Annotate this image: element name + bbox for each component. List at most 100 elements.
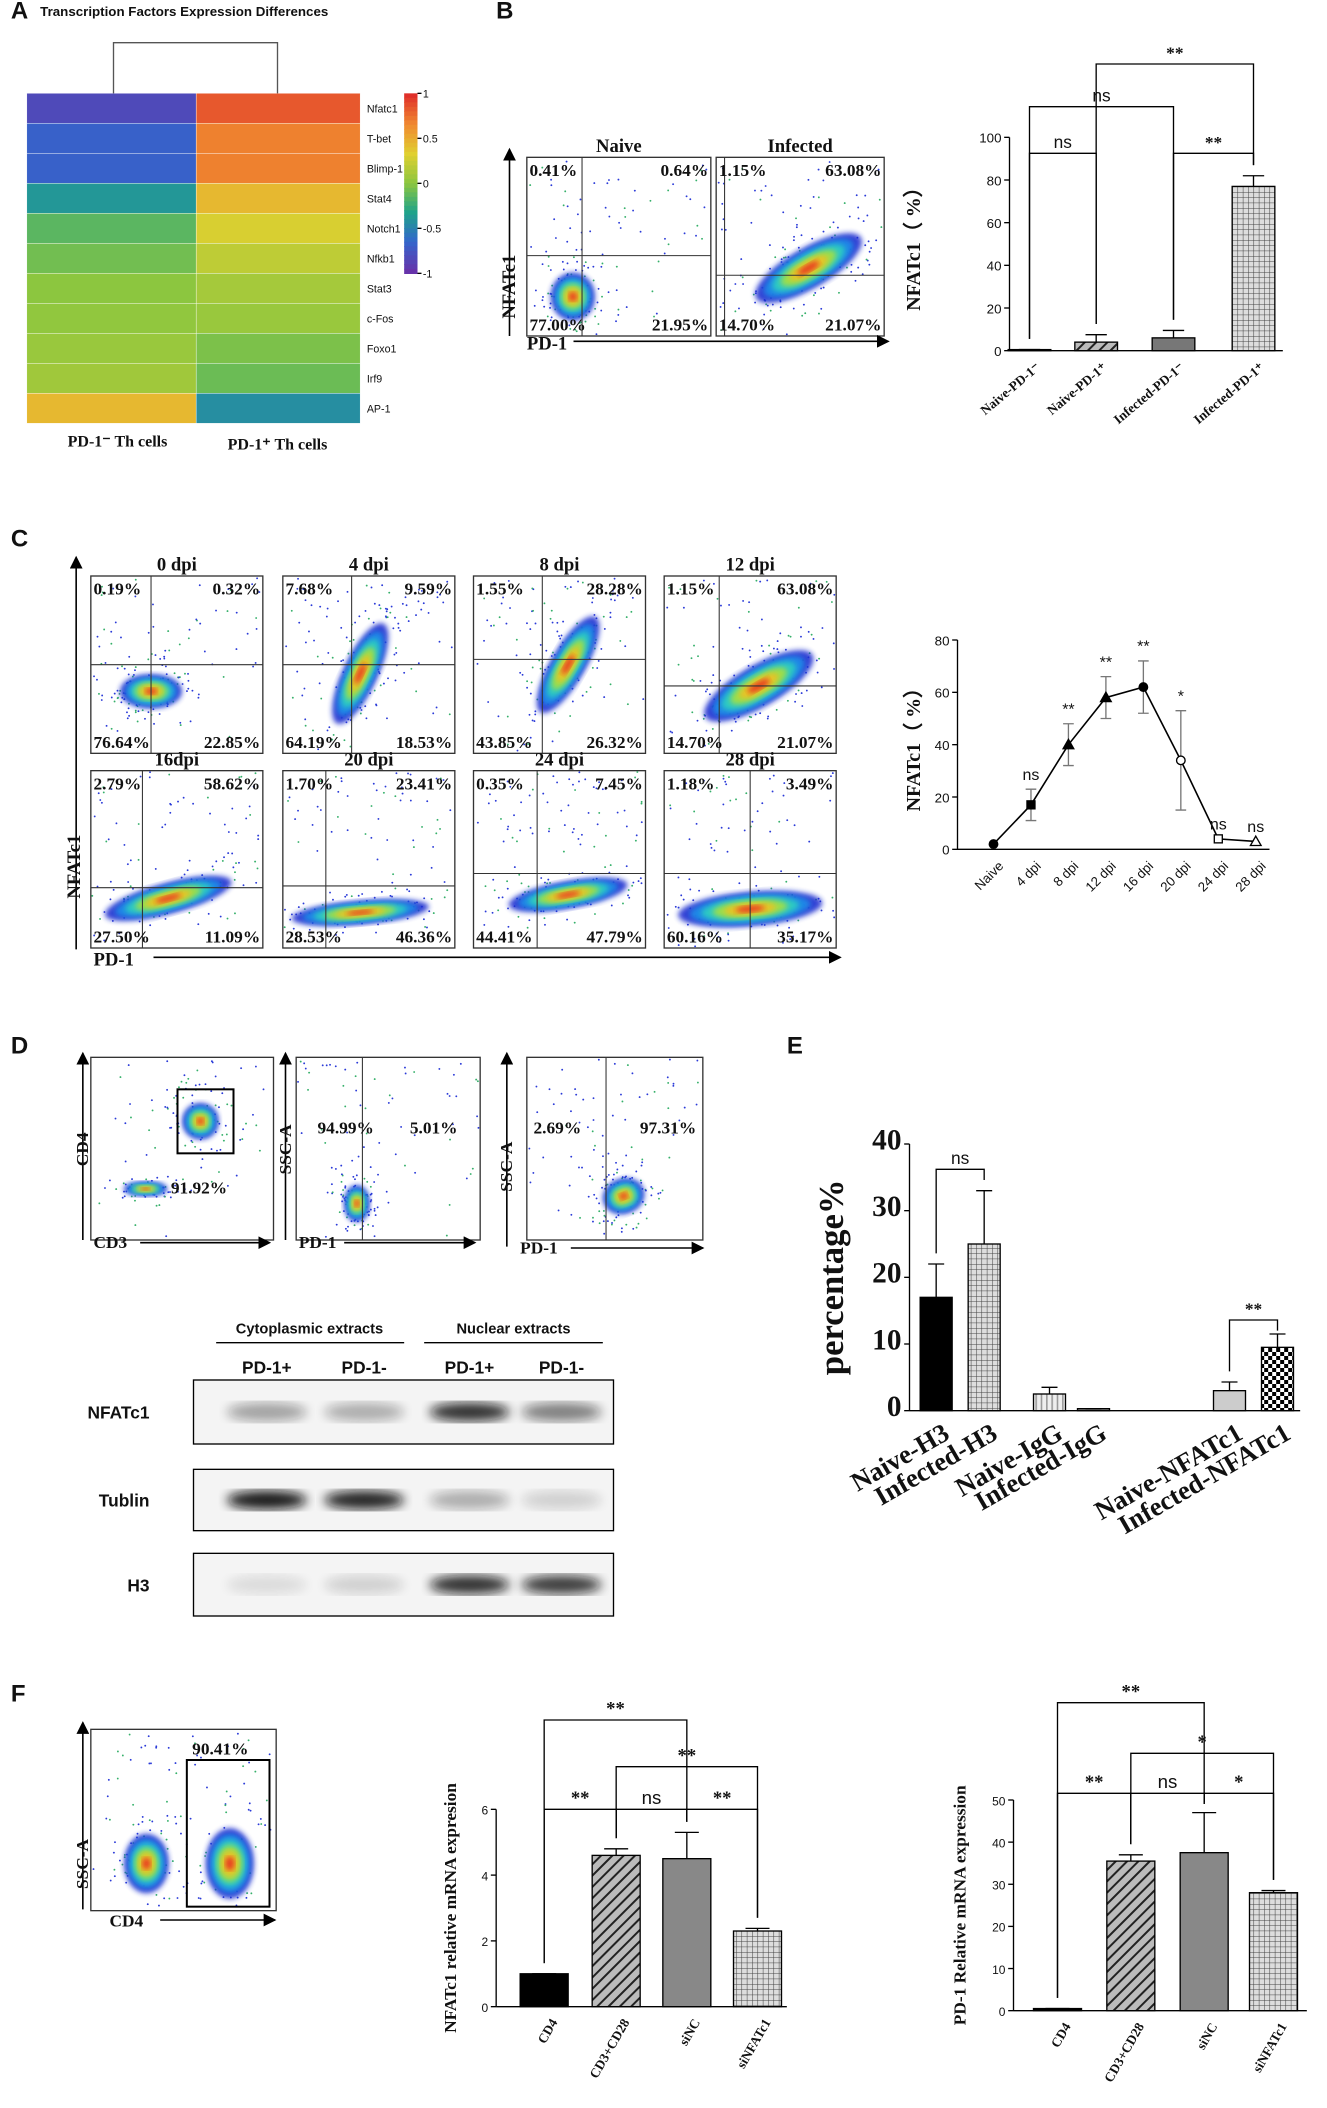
- quadrant-label: 0.35%: [476, 774, 524, 793]
- flow-dot: [789, 938, 792, 940]
- flow-dot: [373, 1207, 376, 1210]
- flow-dot: [400, 786, 403, 789]
- axis-label: CD4: [73, 1132, 92, 1166]
- flow-dot: [573, 921, 576, 924]
- flow-dot: [256, 577, 259, 580]
- flow-dot: [578, 1166, 580, 1169]
- flow-dot: [422, 918, 425, 921]
- flow-dot: [820, 686, 823, 689]
- flow-dot: [747, 719, 750, 722]
- flow-dot: [704, 744, 706, 747]
- flow-dot: [105, 1817, 108, 1820]
- flow-dot: [337, 600, 339, 603]
- flow-dot: [378, 604, 381, 606]
- flow-dot: [710, 681, 713, 684]
- flow-dot: [855, 194, 858, 197]
- flow-dot: [168, 649, 171, 652]
- flow-dot: [546, 801, 549, 804]
- flow-dot: [297, 577, 299, 580]
- flow-dot: [622, 902, 624, 905]
- flow-dot: [140, 1746, 143, 1749]
- flow-dot: [506, 880, 509, 883]
- row-label: c-Fos: [367, 313, 394, 325]
- quadrant-label: 14.70%: [719, 316, 775, 335]
- flow-dot: [147, 658, 150, 661]
- flow-dot: [817, 168, 820, 171]
- flow-dot: [392, 627, 395, 630]
- bar: [1074, 341, 1119, 352]
- flow-dot: [187, 1077, 190, 1080]
- lane-label: PD-1-: [342, 1357, 387, 1377]
- flow-dot: [242, 1765, 245, 1768]
- flow-dot: [664, 237, 666, 240]
- flow-dot: [700, 169, 703, 172]
- marker: [1138, 682, 1149, 693]
- flow-dot: [630, 610, 633, 613]
- flow-dot: [226, 610, 229, 612]
- flow-dot: [359, 1228, 362, 1231]
- flow-dot: [102, 791, 105, 794]
- flow-dot: [487, 802, 490, 805]
- flow-dot: [394, 1153, 397, 1156]
- flow-dot: [760, 323, 762, 326]
- flow-dot: [692, 899, 695, 902]
- flow-dot: [204, 1083, 207, 1086]
- flow-dot: [413, 592, 416, 595]
- flow-dot: [743, 829, 746, 832]
- quadrant-label: 0.19%: [94, 580, 142, 599]
- flow-dot: [583, 264, 586, 267]
- flow-dot: [116, 667, 119, 670]
- flow-plot-title: 12 dpi: [726, 555, 775, 576]
- point-label: ns: [1247, 819, 1264, 836]
- flow-dot: [165, 1235, 168, 1238]
- flow-dot: [709, 843, 712, 845]
- flow-dot: [304, 724, 307, 727]
- flow-dot: [541, 166, 544, 169]
- flow-dot: [342, 1084, 345, 1087]
- flow-dot: [326, 729, 329, 732]
- flow-dot: [701, 237, 703, 240]
- blot-band: [429, 1490, 510, 1510]
- flow-dot: [609, 616, 612, 619]
- flow-dot: [257, 838, 260, 840]
- flow-dot: [634, 776, 637, 779]
- flow-dot: [621, 1100, 624, 1103]
- flow-dot: [164, 918, 167, 920]
- blot-band: [226, 1575, 307, 1594]
- flow-dot: [225, 1790, 228, 1793]
- flow-dot: [421, 826, 423, 828]
- flow-dot: [520, 882, 523, 885]
- flow-dot: [122, 1182, 125, 1185]
- flow-dot: [93, 815, 96, 818]
- flow-dot: [128, 714, 131, 717]
- quadrant-label: 22.85%: [204, 733, 260, 752]
- heatmap-cell: [195, 393, 361, 424]
- flow-dot: [606, 1183, 609, 1186]
- flow-dot: [564, 585, 567, 588]
- flow-dot: [604, 788, 607, 790]
- flow-dot: [258, 1149, 261, 1152]
- flow-dot: [432, 912, 435, 914]
- flow-dot: [176, 1897, 179, 1899]
- flow-dot: [206, 796, 209, 799]
- point-label: **: [1100, 654, 1112, 671]
- flow-dot: [805, 689, 808, 692]
- flow-dot: [610, 1223, 613, 1226]
- flow-dot: [542, 792, 545, 795]
- flow-dot: [350, 1220, 353, 1223]
- heatmap-cell: [26, 333, 197, 364]
- flow-dot: [801, 314, 804, 317]
- flow-dot: [713, 849, 716, 852]
- axis-label: CD4: [110, 1912, 144, 1931]
- flow-dot: [587, 812, 590, 814]
- bar: [1151, 337, 1196, 352]
- panel-label: E: [787, 1032, 803, 1059]
- flow-dot: [113, 700, 116, 703]
- heatmap-cell: [195, 93, 361, 124]
- colorbar-segment: [404, 237, 418, 243]
- flow-plot-frame: [295, 1056, 481, 1241]
- flow-dot: [426, 926, 428, 929]
- flow-dot: [233, 878, 236, 881]
- flow-dot: [264, 1824, 267, 1827]
- flow-dot: [139, 775, 142, 778]
